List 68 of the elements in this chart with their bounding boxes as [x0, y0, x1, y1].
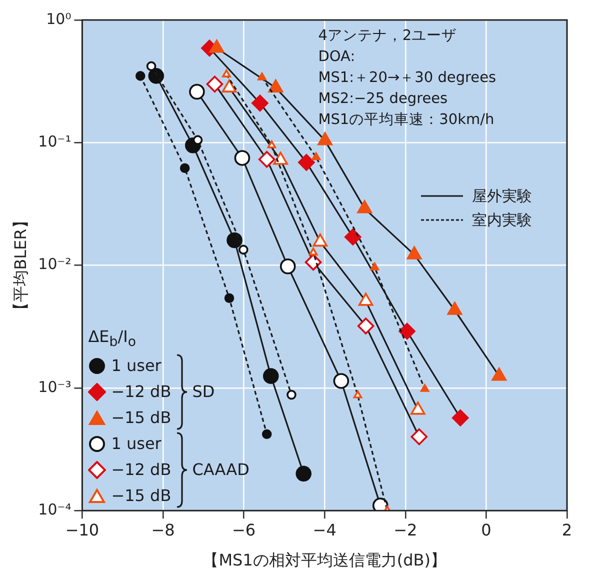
legend-label: −15 dB: [111, 408, 172, 428]
point: [258, 72, 266, 80]
point: [262, 368, 279, 384]
y-tick-label: 10⁻⁴: [38, 500, 72, 518]
point: [258, 151, 276, 168]
point: [298, 154, 315, 171]
point: [452, 409, 469, 426]
y-tick-label: 10⁻¹: [38, 132, 72, 151]
point: [296, 466, 312, 482]
annotation: MS1の平均車速：30km/h: [318, 111, 496, 130]
x-tick-label: −10: [65, 520, 100, 540]
annotation: CAAAD: [192, 460, 250, 480]
point: [372, 498, 388, 511]
point: [280, 258, 296, 274]
point: [252, 94, 268, 112]
point: [353, 390, 362, 398]
y-tick-label: 10⁰: [46, 10, 72, 28]
point: [398, 322, 416, 340]
point: [135, 71, 146, 81]
annotation: SD: [192, 382, 215, 402]
legend-label: −12 dB: [111, 382, 172, 402]
point: [344, 228, 362, 246]
point: [206, 76, 224, 93]
annotation: 屋外実験: [472, 186, 532, 207]
x-tick-label: −2: [394, 520, 418, 540]
annotation: DOA:: [318, 48, 356, 67]
point: [308, 248, 318, 256]
x-tick-label: −8: [151, 520, 175, 540]
point: [180, 163, 190, 174]
point: [410, 428, 428, 446]
legend-label: 1 user: [111, 356, 162, 376]
x-axis-title: 【MS1の相対平均送信電力(dB)】: [202, 550, 446, 570]
y-tick-label: 10⁻²: [38, 255, 72, 274]
annotation: 室内実験: [472, 210, 532, 231]
point: [312, 234, 328, 247]
point: [222, 70, 231, 78]
point: [286, 390, 296, 400]
annotation: 4アンテナ，2ユーザ: [318, 27, 458, 46]
point: [189, 84, 205, 100]
point: [234, 150, 250, 166]
point: [148, 68, 164, 84]
point: [267, 140, 276, 148]
y-axis-title: 【平均BLER】: [10, 212, 30, 318]
point: [304, 254, 322, 271]
annotation: MS1:＋20→＋30 degrees: [318, 69, 496, 88]
point: [146, 61, 156, 72]
legend-title: ΔE$_{b}$/I$_{o}$: [88, 327, 137, 351]
point: [357, 318, 374, 334]
x-tick-label: 2: [562, 520, 572, 540]
x-tick-label: 0: [481, 520, 492, 540]
legend-label: −12 dB: [111, 460, 172, 480]
point: [224, 293, 234, 304]
point: [420, 384, 430, 392]
x-tick-label: −4: [312, 520, 336, 540]
legend-label: 1 user: [111, 434, 162, 454]
x-tick-label: −6: [232, 520, 256, 540]
point: [192, 135, 203, 145]
point: [492, 368, 507, 381]
point: [410, 402, 426, 415]
point: [333, 373, 350, 389]
point: [238, 244, 248, 255]
point: [226, 232, 242, 248]
point: [312, 152, 320, 160]
annotation: MS2:−25 degrees: [318, 90, 449, 109]
legend-label: −15 dB: [111, 486, 172, 506]
point: [262, 429, 272, 440]
y-tick-label: 10⁻³: [38, 378, 72, 396]
point: [370, 262, 380, 270]
